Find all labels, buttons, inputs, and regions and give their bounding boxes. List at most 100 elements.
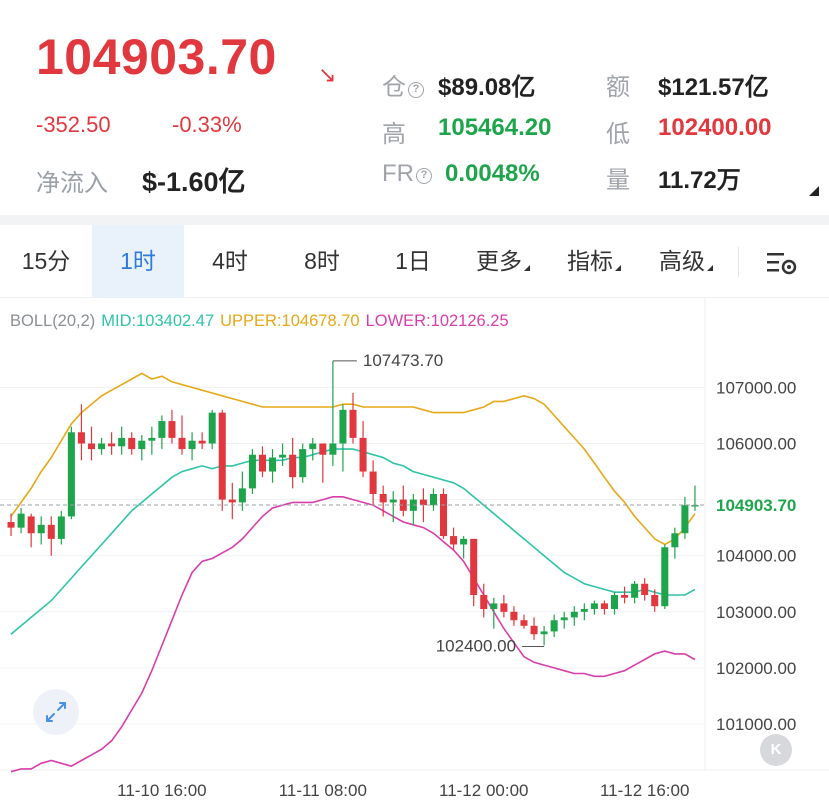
price-tick-label: 101000.00 <box>716 715 796 734</box>
candle-body <box>27 516 35 534</box>
candle <box>87 426 96 461</box>
candle-body <box>641 583 649 595</box>
candle-body <box>369 471 377 494</box>
tab-15m[interactable]: 15分 <box>21 248 71 274</box>
candle <box>530 617 538 640</box>
time-tick-label: 11-12 16:00 <box>600 781 689 800</box>
turnover-label: 额 <box>606 74 630 101</box>
tab-more[interactable]: 更多 <box>458 225 548 298</box>
candle-body <box>37 524 45 534</box>
question-icon[interactable]: ? <box>416 168 432 184</box>
tab-1d[interactable]: 1日 <box>395 248 431 274</box>
candle <box>379 485 387 517</box>
tab-8h[interactable]: 8时 <box>304 248 340 274</box>
candle <box>450 527 458 551</box>
candle <box>98 437 106 455</box>
position-label: 仓? <box>382 67 424 102</box>
candle <box>188 432 196 461</box>
tab-4h[interactable]: 4时 <box>212 248 248 274</box>
volume-value: 11.72万 <box>658 167 741 194</box>
question-icon[interactable]: ? <box>408 82 424 98</box>
candle-body <box>600 603 608 609</box>
candle-body <box>500 603 508 612</box>
candle <box>500 594 508 618</box>
candle <box>409 493 417 525</box>
candle <box>208 409 216 450</box>
min-price-label: 102400.00 <box>436 636 516 655</box>
candle <box>7 513 15 537</box>
candle-body <box>379 493 387 503</box>
expand-arrows-icon <box>46 702 66 722</box>
expand-stats-icon[interactable] <box>809 186 819 196</box>
candle-body <box>621 594 629 598</box>
candle-body <box>671 533 679 548</box>
price-tick-label: 106000.00 <box>716 435 796 454</box>
candle-body <box>128 437 136 450</box>
candle <box>570 606 578 626</box>
candles <box>7 360 699 646</box>
candlestick-chart[interactable]: 107473.70 102400.00 107000.00 106000.00 104… <box>0 298 829 810</box>
candle-body <box>329 443 337 455</box>
candle <box>691 485 699 511</box>
price-tick-label: 104000.00 <box>716 547 796 566</box>
candle-body <box>570 611 578 618</box>
candle <box>540 625 548 646</box>
candle <box>651 589 659 612</box>
candle <box>57 510 65 545</box>
fullscreen-button[interactable] <box>33 689 79 735</box>
candle <box>17 508 25 534</box>
candle-body <box>610 594 619 609</box>
candle <box>470 538 478 607</box>
candle <box>399 485 407 517</box>
candle <box>168 409 176 444</box>
candle-body <box>98 443 106 450</box>
candle-body <box>258 454 266 472</box>
candle <box>641 578 649 601</box>
candle <box>148 426 156 455</box>
candle-body <box>681 505 689 534</box>
candle-body <box>138 440 146 450</box>
candle <box>550 614 558 638</box>
tab-divider <box>738 247 739 277</box>
candle-body <box>520 620 528 626</box>
boll-upper: UPPER:104678.70 <box>220 312 360 330</box>
candle <box>238 471 246 511</box>
candle-body <box>450 536 458 545</box>
candle-body <box>238 488 246 503</box>
candle-body <box>108 443 116 447</box>
candle-body <box>188 440 196 450</box>
net-flow-label: 净流入 <box>36 170 108 197</box>
candle <box>389 491 397 523</box>
candle-body <box>208 412 216 444</box>
tab-advanced[interactable]: 高级 <box>640 225 732 298</box>
price-change-percent: -0.33% <box>172 112 242 137</box>
candle-body <box>490 603 498 609</box>
candle-body <box>560 617 568 621</box>
candle-body <box>87 443 96 450</box>
volume-label: 量 <box>606 167 630 194</box>
boll-mid: MID:103402.47 <box>101 312 215 330</box>
net-flow-value: $-1.60亿 <box>142 167 246 197</box>
candle-body <box>218 412 226 500</box>
funding-rate-value: 0.0048% <box>445 160 540 187</box>
candle <box>560 611 568 629</box>
candle <box>580 603 588 621</box>
candle <box>631 580 639 604</box>
candle <box>480 583 488 618</box>
candle-body <box>17 513 25 528</box>
tab-1h[interactable]: 1时 <box>92 225 184 298</box>
turnover-value: $121.57亿 <box>658 74 769 101</box>
candle <box>27 513 35 548</box>
candle <box>429 488 437 511</box>
candle <box>178 415 186 455</box>
candle <box>369 460 377 506</box>
candle-body <box>460 538 468 545</box>
boll-indicator-legend: BOLL(20,2) MID:103402.47 UPPER:104678.70 LO… <box>10 312 515 331</box>
k-line-icon[interactable]: K <box>760 734 792 766</box>
high-label: 高 <box>382 121 406 148</box>
candle <box>339 404 347 472</box>
candle-body <box>67 432 75 517</box>
tab-indicators[interactable]: 指标 <box>548 225 640 298</box>
time-tick-label: 11-12 00:00 <box>439 781 528 800</box>
chart-settings-icon[interactable] <box>766 250 798 276</box>
